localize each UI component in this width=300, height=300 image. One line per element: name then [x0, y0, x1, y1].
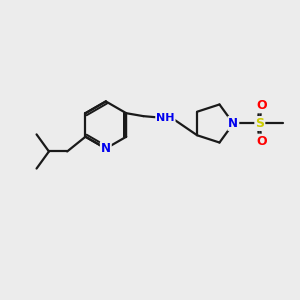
Text: S: S — [255, 117, 264, 130]
Text: O: O — [256, 99, 267, 112]
Text: NH: NH — [156, 112, 175, 123]
Text: N: N — [101, 142, 111, 155]
Text: N: N — [228, 117, 238, 130]
Text: O: O — [256, 135, 267, 148]
